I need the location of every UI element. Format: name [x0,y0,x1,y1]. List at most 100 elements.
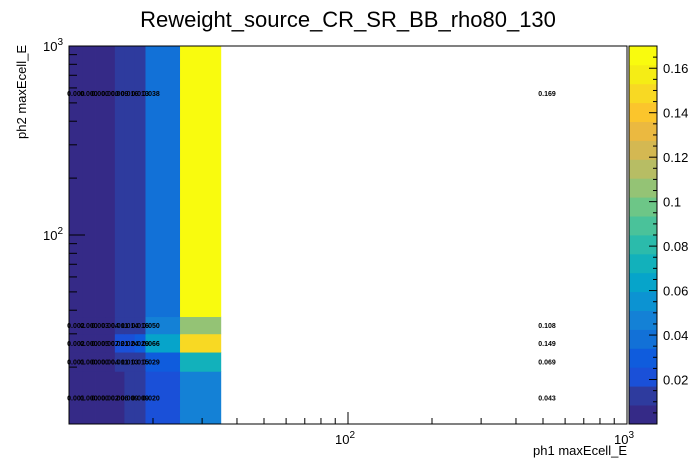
cell-value: 0.002 [67,341,85,348]
colorbar-segment [629,253,657,274]
heatmap-cell [156,371,181,425]
cell-value: 0.043 [538,396,556,403]
heatmap-cell [95,371,106,425]
colorbar-segment [629,291,657,311]
heatmap-cell [180,316,222,335]
heatmap-cell [82,46,96,318]
colorbar-segment [629,46,657,66]
heatmap-cell [180,352,222,372]
colorbar-segment [629,329,657,349]
cell-value: 0.016 [121,91,139,98]
heatmap-cell [145,371,157,425]
cell-value: 0.011 [111,323,128,330]
cell-value: 0.021 [111,341,129,348]
cell-value: 0.149 [538,341,556,348]
cell-value: 0.038 [142,91,160,98]
heatmap-cell [180,333,222,353]
heatmap-cell [145,46,157,318]
colorbar-segment [629,367,657,387]
colorbar-segment [629,272,657,293]
heatmap-cell [124,333,136,353]
cell-value: 0.050 [142,323,160,330]
cell-value: 0.029 [131,341,149,348]
heatmap-cell [145,352,157,372]
heatmap-cell [156,316,181,335]
cell-value: 0.004 [101,360,119,367]
cell-value: 0.003 [91,323,109,330]
heatmap-cell [105,316,116,335]
heatmap-cell [95,46,106,318]
y-tick-label: 102 [43,226,63,243]
colorbar-segment [629,121,657,141]
heatmap-cell [82,316,96,335]
heatmap-cell [134,46,146,318]
heatmap-cell [114,316,125,335]
cell-value: 0.009 [131,396,149,403]
colorbar-segment [629,64,657,85]
heatmap-cell [105,46,116,318]
heatmap-cell [180,46,222,318]
cell-value-labels: 0.0010.0000.0000.0020.0060.0090.0090.020… [67,91,556,403]
cell-value: 0.016 [131,323,149,330]
cell-value: 0.024 [121,341,139,348]
cell-value: 0.000 [91,360,109,367]
colorbar-segment [629,102,657,122]
heatmap-cell [82,371,96,425]
heatmap-cell [105,352,116,372]
cell-value: 0.000 [80,360,98,367]
colorbar-segment [629,348,657,368]
cell-value: 0.009 [111,91,129,98]
heatmap-cell [134,316,146,335]
cell-value: 0.015 [131,360,149,367]
colorbar-segment [629,159,657,179]
colorbar-segment [629,178,657,198]
heatmap-cell [69,371,84,425]
cell-value: 0.002 [67,323,85,330]
colorbar-segment [629,140,657,160]
cell-value: 0.007 [101,341,119,348]
colorbar-tick-label: 0.06 [663,284,688,299]
heatmap-cell [145,316,157,335]
heatmap-cell [95,352,106,372]
heatmap-cell [82,352,96,372]
colorbar-segment [629,197,657,217]
cell-value: 0.005 [91,341,109,348]
y-axis-label: ph2 maxEcell_E [14,45,29,139]
cell-value: 0.004 [101,323,119,330]
heatmap-cell [105,333,116,353]
heatmap-cell [156,333,181,353]
x-axis-label: ph1 maxEcell_E [533,443,627,458]
cell-value: 0.000 [80,91,98,98]
x-tick-label: 102 [335,430,355,447]
cell-value: 0.000 [80,396,98,403]
cell-value: 0.013 [121,360,139,367]
cell-value: 0.001 [67,360,85,367]
cell-value: 0.108 [538,323,556,330]
cell-value: 0.020 [142,396,160,403]
heatmap-cells [69,46,222,425]
heatmap-cell [95,316,106,335]
heatmap-cell [124,352,136,372]
cell-value: 0.014 [121,323,139,330]
colorbar-tick-label: 0.14 [663,106,688,121]
heatmap-cell [180,371,222,425]
heatmap-cell [145,333,157,353]
cell-value: 0.009 [121,396,139,403]
chart-title: Reweight_source_CR_SR_BB_rho80_130 [140,7,556,32]
colorbar-tick-label: 0.04 [663,328,688,343]
heatmap-cell [134,352,146,372]
colorbar-segment [629,386,657,406]
heatmap-cell [69,333,84,353]
cell-value: 0.069 [538,360,556,367]
heatmap-cell [95,333,106,353]
color-scale-bar: 0.02 0.04 0.06 0.08 0.1 0.12 0.14 0.16 [628,45,688,425]
heatmap-cell [114,352,125,372]
heatmap-cell [156,352,181,372]
x-axis: 102 103 [152,412,634,447]
heatmap-cell [114,371,125,425]
cell-value: 0.000 [80,323,98,330]
cell-value: 0.013 [131,91,149,98]
heatmap-cell [156,46,181,318]
cell-value: 0.001 [67,396,85,403]
